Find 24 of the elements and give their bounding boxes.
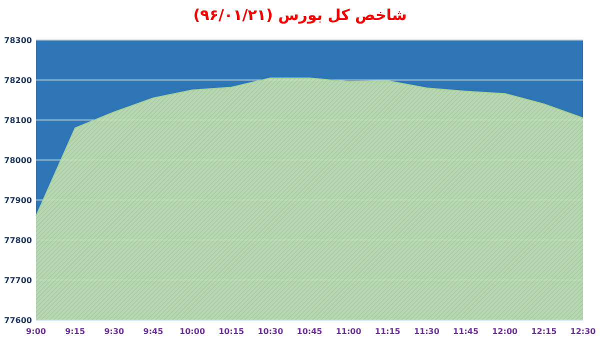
- chart-title: شاخص کل بورس (۹۶/۰۱/۲۱): [193, 6, 407, 24]
- x-tick-label: 11:00: [336, 327, 362, 336]
- y-tick-label: 77700: [4, 276, 32, 285]
- x-tick-label: 10:30: [258, 327, 284, 336]
- x-tick-label: 12:30: [570, 327, 596, 336]
- y-tick-label: 77800: [4, 236, 32, 245]
- x-tick-label: 9:45: [143, 327, 164, 336]
- y-tick-label: 78200: [4, 76, 32, 85]
- x-tick-label: 12:00: [492, 327, 518, 336]
- x-tick-label: 11:30: [414, 327, 440, 336]
- x-tick-label: 10:45: [296, 327, 323, 336]
- y-tick-label: 78000: [4, 156, 32, 165]
- y-tick-label: 78100: [4, 116, 32, 125]
- x-tick-label: 11:15: [374, 327, 401, 336]
- x-tick-label: 9:00: [26, 327, 46, 336]
- x-tick-label: 12:15: [531, 327, 558, 336]
- x-tick-label: 9:15: [65, 327, 86, 336]
- x-tick-label: 9:30: [104, 327, 125, 336]
- x-tick-label: 11:45: [453, 327, 479, 336]
- y-tick-label: 77900: [4, 196, 32, 205]
- x-tick-label: 10:00: [180, 327, 206, 336]
- x-tick-label: 10:15: [218, 327, 245, 336]
- y-tick-label: 78300: [4, 36, 32, 45]
- y-tick-label: 77600: [4, 316, 32, 325]
